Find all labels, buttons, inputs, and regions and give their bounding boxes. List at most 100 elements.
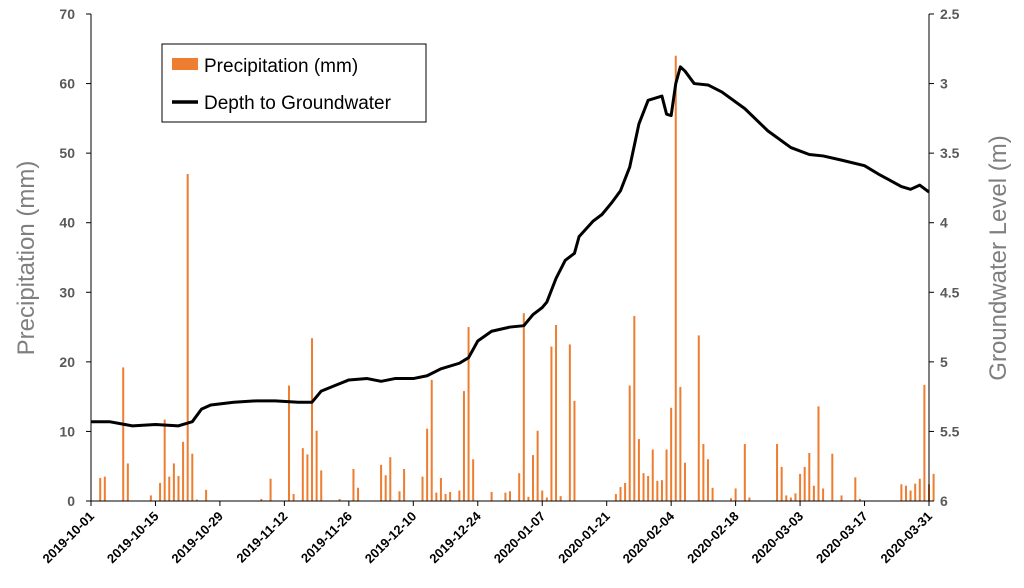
y-tick-right-label: 5 [940, 354, 948, 370]
precipitation-bar [504, 492, 507, 501]
precipitation-bar [904, 485, 907, 501]
precipitation-bar [660, 480, 663, 501]
precipitation-bar [149, 495, 152, 501]
x-tick-label: 2020-03-17 [813, 509, 871, 567]
y-tick-left-label: 30 [59, 284, 75, 300]
precipitation-bar [711, 487, 714, 501]
y-tick-left-label: 0 [67, 493, 75, 509]
precipitation-bar [398, 491, 401, 501]
precipitation-bar [679, 386, 682, 501]
precipitation-bar [683, 462, 686, 501]
precipitation-bar [923, 384, 926, 501]
x-tick-label: 2020-01-21 [555, 509, 613, 567]
y-axis-title-left: Precipitation (mm) [13, 161, 40, 356]
precipitation-bar [292, 494, 295, 501]
precipitation-bar [812, 485, 815, 501]
legend-label-precipitation: Precipitation (mm) [204, 56, 358, 77]
legend: Precipitation (mm) Depth to Groundwater [161, 43, 427, 123]
precipitation-bar [205, 489, 208, 501]
y-axis-title-right: Groundwater Level (m) [985, 135, 1012, 380]
precipitation-bar [909, 490, 912, 501]
precipitation-bar [177, 475, 180, 501]
precipitation-bar [458, 490, 461, 501]
precipitation-bar [555, 324, 558, 501]
precipitation-bar [449, 491, 452, 501]
x-tick-label: 2020-02-18 [684, 509, 742, 567]
precipitation-bar [858, 498, 861, 501]
precipitation-bar [462, 391, 465, 501]
precipitation-bar [430, 379, 433, 501]
precipitation-bar [697, 335, 700, 501]
precipitation-bar [674, 55, 677, 502]
x-tick-label: 2019-10-29 [168, 509, 226, 567]
precipitation-bar [702, 443, 705, 501]
x-tick-label: 2019-10-01 [39, 509, 97, 567]
precipitation-bar [628, 385, 631, 501]
precipitation-bar [522, 313, 525, 501]
precipitation-bar [269, 478, 272, 501]
precipitation-bar [122, 367, 125, 501]
precipitation-bar [633, 315, 636, 501]
precipitation-bar [389, 457, 392, 501]
precipitation-bar [301, 448, 304, 501]
precipitation-bar [541, 490, 544, 501]
precipitation-bar [126, 463, 129, 501]
precipitation-bar [435, 492, 438, 501]
precipitation-bar [637, 439, 640, 501]
precipitation-bar [822, 488, 825, 501]
precipitation-bar [260, 498, 263, 501]
y-tick-right-label: 5.5 [940, 423, 960, 439]
x-tick-label: 2019-12-10 [362, 509, 420, 567]
precipitation-bar [748, 497, 751, 501]
precipitation-bar [172, 463, 175, 501]
precipitation-bar [559, 496, 562, 501]
y-tick-right-label: 6 [940, 493, 948, 509]
precipitation-bar [914, 483, 917, 501]
y-tick-right-label: 3 [940, 76, 948, 92]
precipitation-bar [380, 464, 383, 501]
precipitation-bar [831, 453, 834, 501]
precipitation-bar [619, 487, 622, 501]
precipitation-bar [103, 476, 106, 501]
precipitation-bar [817, 406, 820, 501]
precipitation-bar [532, 455, 535, 501]
x-tick-label: 2020-01-07 [491, 509, 549, 567]
precipitation-bar [808, 453, 811, 501]
precipitation-bar [647, 475, 650, 501]
precipitation-bar [352, 469, 355, 501]
precipitation-bar [799, 473, 802, 501]
precipitation-bar [794, 493, 797, 501]
precipitation-bar [421, 476, 424, 501]
precipitation-bar [780, 466, 783, 501]
precipitation-bar [403, 469, 406, 501]
x-tick-label: 2019-11-26 [298, 509, 355, 566]
precipitation-bar [573, 400, 576, 501]
precipitation-bar [320, 470, 323, 501]
precipitation-bar [854, 477, 857, 501]
precipitation-bar [384, 475, 387, 501]
x-tick-label: 2020-03-31 [877, 509, 935, 567]
precipitation-bar [776, 443, 779, 501]
precipitation-bar [568, 344, 571, 501]
precipitation-bar [706, 459, 709, 501]
precipitation-bar [444, 494, 447, 501]
legend-box [161, 43, 427, 123]
precipitation-bar [624, 482, 627, 501]
bars-layer [99, 55, 935, 502]
precipitation-bar [315, 430, 318, 501]
y-tick-left-label: 70 [59, 6, 75, 22]
precipitation-bar [287, 385, 290, 501]
precipitation-bar [182, 441, 185, 501]
precipitation-bar [670, 407, 673, 501]
precipitation-bar [730, 498, 733, 501]
precipitation-bar [99, 478, 102, 501]
x-tick-label: 2020-03-03 [749, 509, 807, 567]
precipitation-bar [743, 443, 746, 501]
precipitation-bar [642, 473, 645, 501]
legend-label-groundwater: Depth to Groundwater [204, 93, 392, 114]
x-tick-label: 2019-10-15 [104, 509, 162, 567]
line-layer [91, 65, 930, 428]
precipitation-bar [840, 495, 843, 501]
